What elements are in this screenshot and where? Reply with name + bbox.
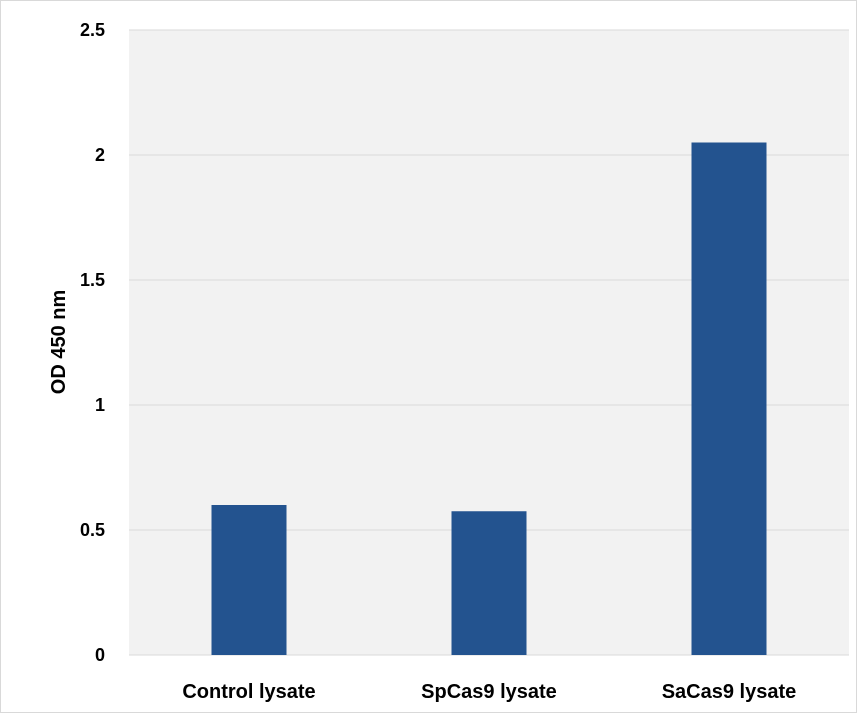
y-axis-title: OD 450 nm [48,290,70,394]
x-category-label: SpCas9 lysate [421,681,557,703]
y-tick-label: 1.5 [80,270,105,290]
bar [211,505,287,655]
y-tick-label: 2 [95,145,105,165]
bars [211,142,767,655]
y-axis-ticks: 0 0.5 1 1.5 2 2.5 [80,20,105,665]
x-axis-categories: Control lysate SpCas9 lysate SaCas9 lysate [182,681,796,703]
x-category-label: Control lysate [182,681,315,703]
y-tick-label: 0 [95,645,105,665]
x-category-label: SaCas9 lysate [662,681,797,703]
y-tick-label: 1 [95,395,105,415]
bar [451,511,527,655]
bar [691,142,767,655]
y-tick-label: 2.5 [80,20,105,40]
y-tick-label: 0.5 [80,520,105,540]
